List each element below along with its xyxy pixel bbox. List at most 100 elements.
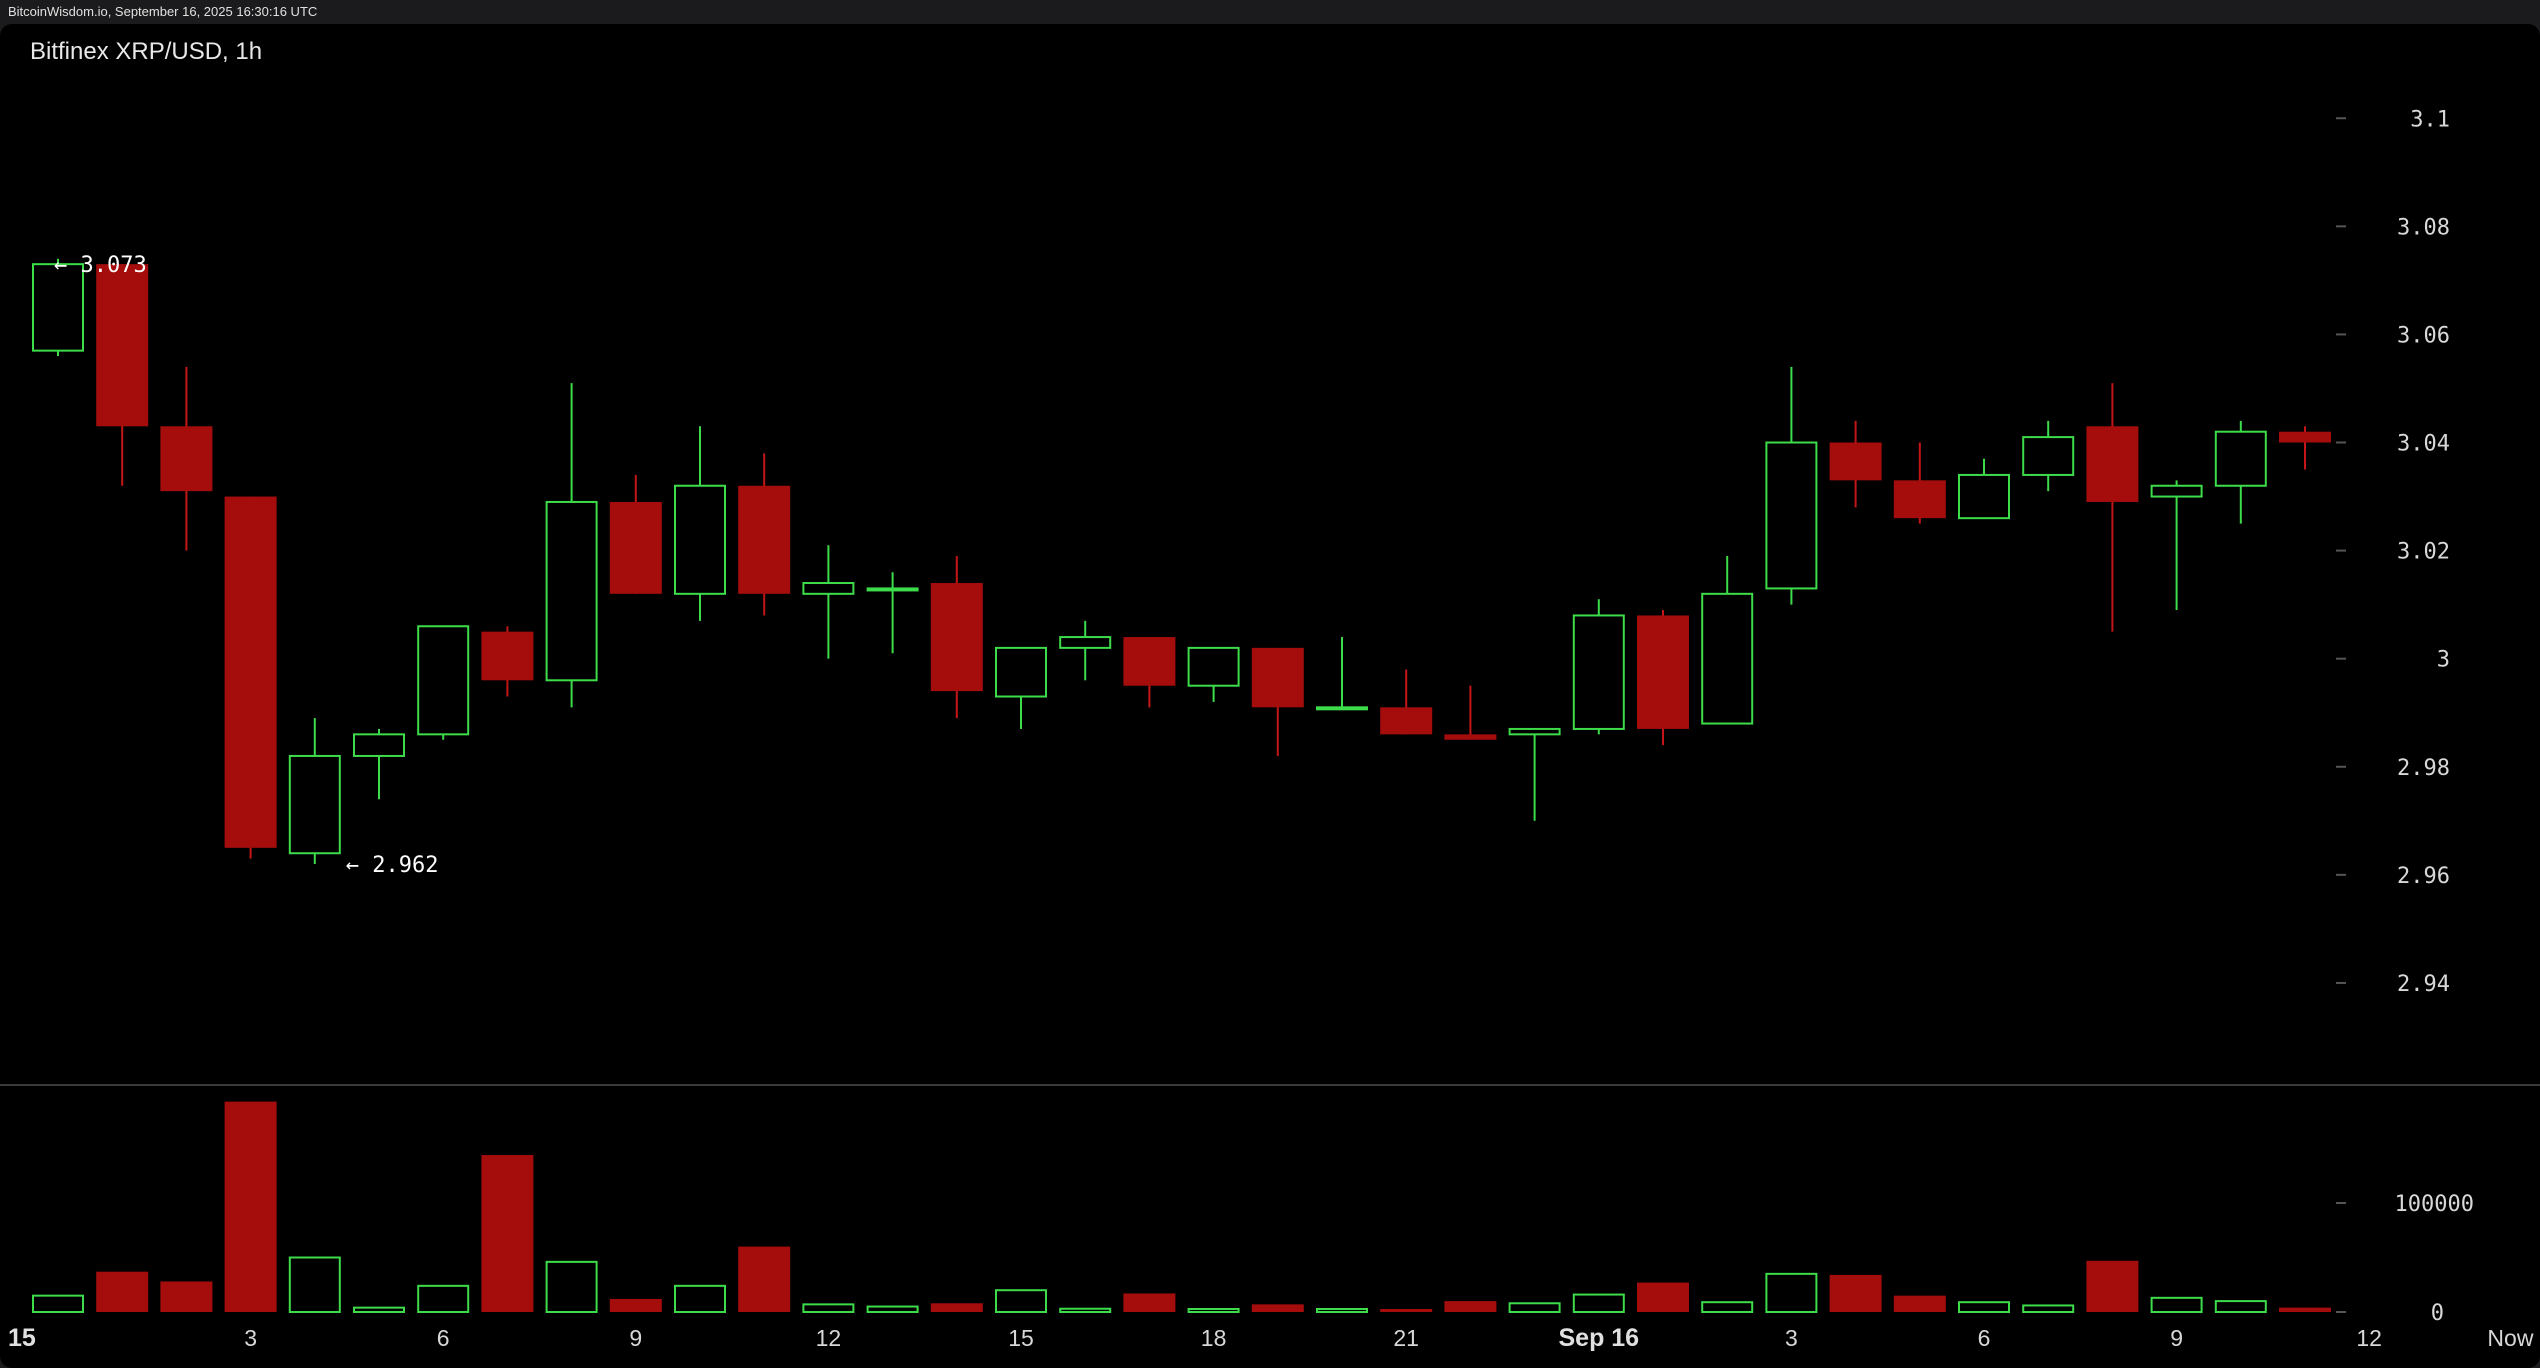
- candle-body: [545, 500, 598, 682]
- time-tick-label: Now: [2487, 1325, 2533, 1351]
- candle-body: [1444, 734, 1497, 740]
- volume-bar: [1701, 1301, 1754, 1313]
- volume-bar: [1316, 1308, 1368, 1313]
- time-tick-label: 21: [1393, 1325, 1419, 1351]
- candle-body: [32, 263, 84, 352]
- volume-bar: [930, 1303, 983, 1312]
- candle-body: [2022, 436, 2075, 476]
- volume-bar: [802, 1303, 855, 1313]
- volume-bar: [2279, 1307, 2331, 1312]
- volume-bar: [1829, 1274, 1882, 1312]
- price-axis: 3.1 3.08 3.06 3.04 3.02 3 2.98 2.96 2.94: [2336, 107, 2450, 997]
- candle-body: [224, 496, 277, 848]
- candle-body: [1829, 442, 1882, 481]
- volume-bar: [545, 1260, 598, 1313]
- candle-body: [995, 646, 1047, 698]
- chart-watermark: BitcoinWisdom.io, September 16, 2025 16:…: [8, 4, 318, 19]
- time-tick-label: 15: [8, 1324, 36, 1352]
- candles: [32, 258, 2331, 865]
- volume-bar: [160, 1281, 213, 1312]
- volume-bar: [866, 1305, 919, 1314]
- volume-bar: [738, 1246, 791, 1312]
- chart-panel[interactable]: Bitfinex XRP/USD, 1h 3.1 3.08 3.06 3.04 3.02…: [0, 24, 2540, 1368]
- price-tick-label: 3.04: [2397, 432, 2450, 457]
- volume-bar: [1123, 1293, 1176, 1312]
- price-annotation: ← 2.962: [346, 853, 439, 878]
- candle-body: [1637, 615, 1689, 729]
- volume-bar: [995, 1289, 1047, 1313]
- candle-body: [160, 426, 213, 492]
- candle-body: [1123, 637, 1176, 686]
- price-tick-label: 2.94: [2397, 972, 2450, 997]
- volume-bar: [417, 1284, 470, 1313]
- candle-body: [1251, 647, 1304, 708]
- price-tick-label: 3.02: [2397, 540, 2450, 565]
- candle-body: [866, 587, 919, 592]
- volume-tick-label: 100000: [2395, 1192, 2474, 1217]
- volume-bar: [1444, 1301, 1497, 1312]
- price-tick-label: 3.06: [2397, 323, 2450, 348]
- candle-body: [353, 733, 405, 757]
- price-tick-label: 2.96: [2397, 864, 2450, 889]
- time-tick-label: 6: [437, 1325, 450, 1351]
- candle-body: [802, 582, 855, 595]
- volume-bar: [1958, 1301, 2010, 1313]
- time-tick-label: 3: [244, 1325, 257, 1351]
- price-annotation: ← 3.073: [54, 253, 147, 278]
- volume-bar: [1765, 1272, 1818, 1313]
- candlestick-chart[interactable]: 3.1 3.08 3.06 3.04 3.02 3 2.98 2.96 2.94 100000 0…: [0, 24, 2540, 1368]
- candle-body: [2086, 426, 2139, 502]
- time-tick-label: 3: [1785, 1325, 1798, 1351]
- volume-bars: [32, 1101, 2331, 1314]
- volume-bar: [1893, 1295, 1946, 1312]
- candle-body: [609, 501, 662, 594]
- candle-body: [1059, 636, 1112, 649]
- volume-bar: [2022, 1304, 2075, 1313]
- candle-body: [1893, 480, 1946, 519]
- time-tick-label: 9: [629, 1325, 642, 1351]
- volume-bar: [1059, 1307, 1112, 1313]
- volume-bar: [1380, 1309, 1433, 1312]
- price-tick-label: 2.98: [2397, 756, 2450, 781]
- volume-bar: [2150, 1296, 2203, 1313]
- candle-body: [1572, 614, 1625, 730]
- volume-bar: [1508, 1302, 1561, 1314]
- volume-bar: [2214, 1300, 2267, 1313]
- candle-body: [738, 485, 791, 594]
- candle-body: [930, 583, 983, 692]
- candle-body: [2279, 431, 2331, 443]
- price-tick-label: 3: [2437, 648, 2450, 673]
- volume-bar: [481, 1155, 534, 1312]
- volume-bar: [1572, 1293, 1625, 1314]
- candle-body: [1958, 473, 2010, 520]
- volume-bar: [288, 1256, 341, 1313]
- price-tick-label: 3.1: [2410, 107, 2450, 132]
- volume-bar: [96, 1271, 149, 1312]
- candle-body: [1701, 592, 1754, 725]
- candle-body: [1508, 727, 1561, 736]
- volume-bar: [353, 1306, 405, 1314]
- time-tick-label: 12: [2356, 1325, 2382, 1351]
- candle-body: [288, 754, 341, 855]
- time-tick-label: 6: [1978, 1325, 1991, 1351]
- price-annotations: ← 3.073 ← 2.962: [54, 253, 439, 878]
- candle-body: [96, 264, 149, 427]
- candle-body: [2214, 430, 2267, 487]
- volume-tick-label: 0: [2431, 1301, 2444, 1326]
- volume-bar: [1251, 1304, 1304, 1312]
- candle-body: [481, 631, 534, 681]
- time-tick-label: 9: [2170, 1325, 2183, 1351]
- volume-bar: [224, 1101, 277, 1312]
- candle-body: [1765, 441, 1818, 590]
- volume-bar: [609, 1298, 662, 1312]
- chart-title: Bitfinex XRP/USD, 1h: [30, 38, 263, 65]
- time-tick-label: 15: [1008, 1325, 1034, 1351]
- volume-bar: [674, 1284, 726, 1313]
- volume-bar: [32, 1294, 84, 1314]
- time-tick-label: Sep 16: [1558, 1324, 1639, 1352]
- volume-bar: [1637, 1282, 1689, 1312]
- volume-bar: [2086, 1260, 2139, 1312]
- candle-body: [2150, 484, 2203, 498]
- candle-body: [1380, 707, 1433, 735]
- candle-body: [417, 625, 470, 736]
